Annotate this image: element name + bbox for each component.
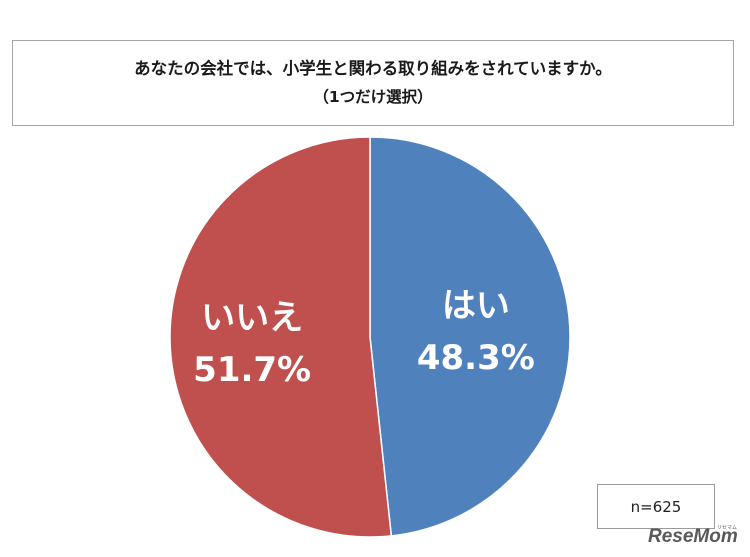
slice-label-2: いいえ [201, 298, 303, 338]
resemom-logo-kana: リセマム [717, 525, 738, 531]
title-box: あなたの会社では、小学生と関わる取り組みをされていますか。 （1つだけ選択） [12, 40, 734, 126]
chart-title: あなたの会社では、小学生と関わる取り組みをされていますか。 [134, 59, 612, 79]
sample-size: n=625 [630, 497, 682, 516]
slice-label-1: はい [442, 286, 510, 326]
chart-subtitle: （1つだけ選択） [313, 87, 433, 106]
pie-slice-2 [169, 136, 393, 538]
resemom-logo: ReseMom [648, 526, 738, 547]
pie-slice-1 [369, 136, 571, 537]
slice-value-1: 48.3% [417, 338, 535, 378]
slice-value-2: 51.7% [193, 350, 311, 390]
sample-size-box: n=625 [597, 484, 715, 529]
